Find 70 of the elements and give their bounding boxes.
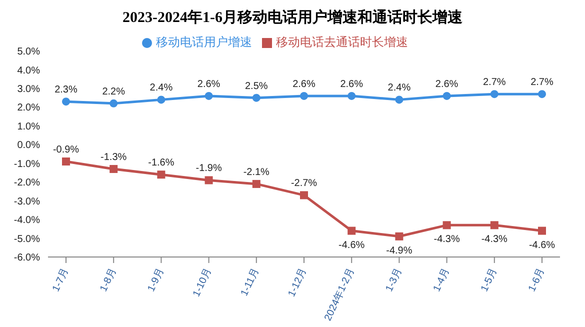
point bbox=[538, 226, 546, 235]
point bbox=[442, 221, 451, 230]
point bbox=[252, 180, 260, 188]
data-label: -4.3% bbox=[481, 234, 508, 246]
point bbox=[490, 90, 498, 98]
point bbox=[395, 96, 404, 104]
x-tick-label: 1-11月 bbox=[239, 266, 262, 298]
x-tick-label: 1-3月 bbox=[384, 266, 404, 294]
data-label: 2.4% bbox=[388, 82, 411, 94]
point bbox=[110, 99, 118, 108]
data-label: 2.2% bbox=[102, 86, 126, 98]
x-tick-label: 1-6月 bbox=[526, 266, 548, 294]
data-label: -4.9% bbox=[386, 245, 412, 256]
point bbox=[252, 94, 260, 102]
data-label: 2.4% bbox=[150, 82, 173, 94]
y-tick-label: 3.0% bbox=[17, 84, 40, 96]
data-label: -2.1% bbox=[243, 166, 270, 178]
point bbox=[348, 226, 356, 235]
y-tick-label: -5.0% bbox=[14, 234, 40, 245]
data-label: 2.6% bbox=[340, 78, 364, 90]
point bbox=[300, 191, 308, 200]
x-tick-label: 1-4月 bbox=[432, 266, 452, 294]
data-label: 2.6% bbox=[197, 78, 220, 90]
data-label: 2.7% bbox=[530, 77, 554, 88]
y-tick-label: 0.0% bbox=[17, 140, 40, 152]
chart-title: 2023-2024年1-6月移动电话用户增速和通话时长增速 bbox=[122, 8, 464, 28]
y-tick-label: 4.0% bbox=[17, 65, 40, 76]
y-tick-label: 5.0% bbox=[17, 46, 40, 58]
y-tick-label: -1.0% bbox=[14, 158, 40, 170]
point bbox=[157, 170, 166, 179]
y-tick-label: -6.0% bbox=[14, 252, 40, 264]
point bbox=[348, 92, 356, 100]
data-label: -1.9% bbox=[196, 163, 222, 174]
data-label: -4.6% bbox=[338, 240, 365, 251]
point bbox=[204, 92, 213, 100]
data-label: -0.9% bbox=[52, 144, 80, 156]
y-tick-label: 2.0% bbox=[17, 102, 40, 114]
point bbox=[62, 157, 70, 166]
data-label: 2.3% bbox=[54, 84, 78, 96]
point bbox=[300, 92, 308, 100]
x-tick-label: 1-10月 bbox=[191, 266, 214, 299]
legend-label: 移动电话去通话时长增速 bbox=[276, 35, 408, 49]
data-label: -1.3% bbox=[100, 152, 127, 163]
point bbox=[395, 232, 404, 240]
y-tick-label: -2.0% bbox=[14, 178, 40, 189]
point bbox=[538, 90, 546, 98]
x-tick-label: 1-9月 bbox=[146, 266, 166, 294]
y-tick-label: -3.0% bbox=[14, 196, 40, 208]
x-tick-label: 2024年1-2月 bbox=[322, 266, 357, 323]
point bbox=[204, 176, 213, 184]
point bbox=[157, 96, 166, 104]
data-label: -4.3% bbox=[434, 234, 460, 246]
y-tick-label: -4.0% bbox=[14, 215, 40, 226]
x-tick-label: 1-12月 bbox=[286, 266, 310, 299]
point bbox=[62, 98, 70, 106]
data-label: -1.6% bbox=[148, 158, 174, 169]
x-tick-label: 1-7月 bbox=[50, 266, 72, 294]
point bbox=[442, 92, 451, 100]
data-label: 2.6% bbox=[292, 78, 316, 90]
legend-label: 移动电话用户增速 bbox=[156, 35, 252, 49]
data-label: 2.7% bbox=[483, 77, 506, 88]
point bbox=[490, 221, 498, 230]
x-tick-label: 1-5月 bbox=[479, 266, 500, 294]
data-label: -2.7% bbox=[290, 178, 318, 190]
point bbox=[110, 164, 118, 173]
x-tick-label: 1-8月 bbox=[98, 266, 119, 294]
data-label: 2.5% bbox=[245, 80, 268, 92]
y-tick-label: 1.0% bbox=[17, 121, 40, 132]
data-label: 2.6% bbox=[435, 78, 458, 90]
data-label: -4.6% bbox=[528, 240, 556, 251]
